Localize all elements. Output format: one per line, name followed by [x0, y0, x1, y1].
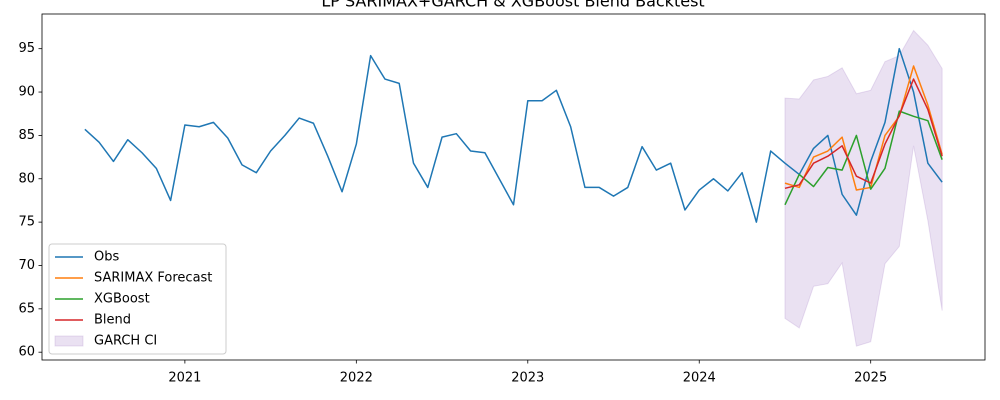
x-tick-label: 2021	[168, 371, 201, 386]
legend-label: SARIMAX Forecast	[94, 271, 212, 286]
line-series	[784, 65, 943, 191]
y-tick-label: 85	[18, 128, 35, 143]
legend-key	[54, 335, 84, 347]
x-tick-label: 2025	[854, 371, 887, 386]
legend-label: XGBoost	[94, 292, 150, 307]
y-tick-label: 65	[18, 301, 35, 316]
y-tick-label: 70	[18, 258, 35, 273]
y-tick-label: 95	[18, 41, 35, 56]
x-tick-label: 2023	[511, 371, 544, 386]
legend: Obs SARIMAX Forecast XGBoost Blend GARCH CI	[48, 243, 227, 355]
y-tick-label: 60	[18, 345, 35, 360]
line-series	[784, 78, 943, 190]
legend-label: Blend	[94, 313, 131, 328]
chart-title: LP SARIMAX+GARCH & XGBoost Blend Backtes…	[321, 0, 704, 11]
x-tick-label: 2022	[340, 371, 373, 386]
line-series	[784, 110, 943, 206]
x-tick-label: 2024	[683, 371, 716, 386]
y-tick-label: 80	[18, 171, 35, 186]
y-tick-label: 90	[18, 85, 35, 100]
y-tick-label: 75	[18, 215, 35, 230]
legend-label: GARCH CI	[94, 334, 157, 349]
plot-frame	[41, 13, 986, 361]
legend-box	[48, 243, 227, 355]
legend-label: Obs	[94, 250, 119, 265]
